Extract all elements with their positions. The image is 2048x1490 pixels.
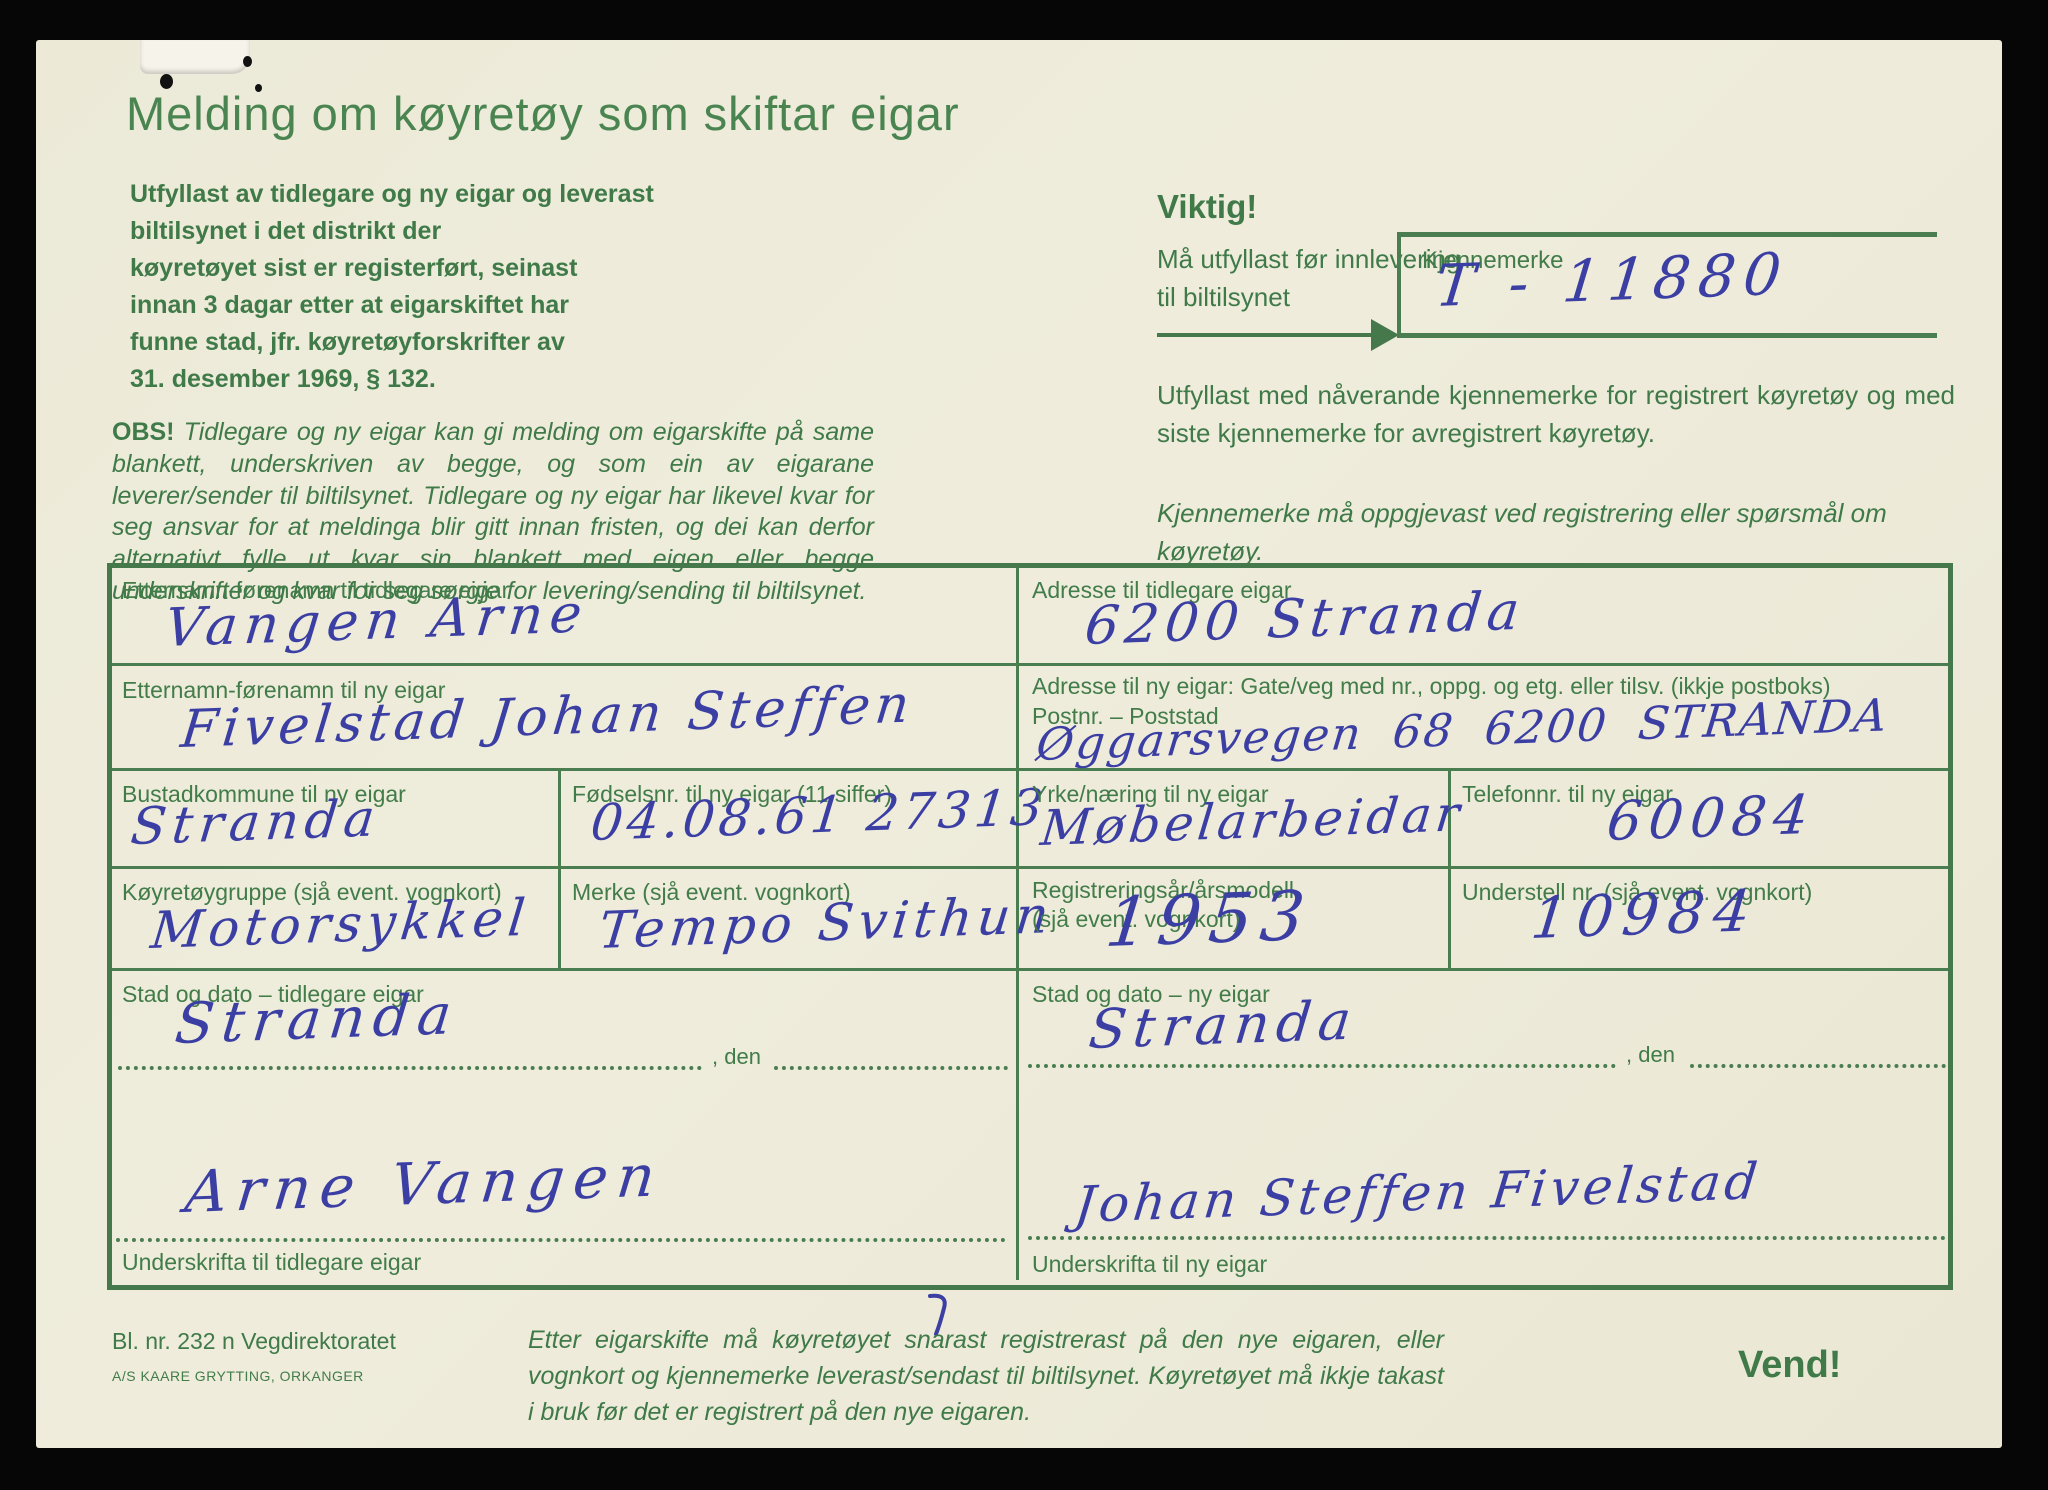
field-label-prev-owner-name: Etternamn-førenamn til tidlegare eigar — [122, 577, 510, 603]
intro-text: Utfyllast av tidlegare og ny eigar og le… — [130, 180, 654, 393]
field-label-place-date-new: Stad og dato – ny eigar — [1032, 981, 1270, 1007]
viktig-note: Må utfyllast før innlevering til biltils… — [1157, 244, 1460, 312]
den-label-new: , den — [1626, 1042, 1675, 1067]
signature-line-prev — [116, 1238, 1006, 1242]
field-value-municipality: Stranda — [128, 789, 384, 857]
field-label-prev-owner-address: Adresse til tidlegare eigar — [1032, 577, 1292, 603]
kjennemerke-value: T - 11880 — [1432, 239, 1793, 320]
arrow-line — [1157, 333, 1373, 337]
field-label-signature-new: Underskrifta til ny eigar — [1032, 1251, 1268, 1277]
field-label-reg-year: Registreringsår/årsmodell (sjå event. vo… — [1032, 877, 1295, 932]
field-label-birth-number: Fødselsnr. til ny eigar (11 siffer) — [572, 781, 892, 807]
signature-line-new — [1028, 1236, 1946, 1240]
table-row-divider — [112, 663, 1948, 666]
footer-notice: Etter eigarskifte må køyretøyet snarast … — [528, 1326, 1444, 1426]
kjennemerke-instructions: Utfyllast med nåverande kjennemerke for … — [1157, 380, 1955, 448]
field-label-signature-prev: Underskrifta til tidlegare eigar — [122, 1249, 422, 1275]
field-value-place-date-prev: Stranda — [172, 982, 463, 1057]
page-title: Melding om køyretøy som skiftar eigar — [126, 87, 960, 140]
place-line-prev — [118, 1066, 702, 1070]
table-column-divider — [1016, 568, 1019, 1280]
field-label-new-owner-name: Etternamn-førenamn til ny eigar — [122, 677, 446, 703]
field-label-occupation: Yrke/næring til ny eigar — [1032, 781, 1269, 807]
field-label-phone: Telefonnr. til ny eigar — [1462, 781, 1673, 807]
date-line-new — [1690, 1064, 1946, 1068]
obs-paragraph: OBS! Tidlegare og ny eigar kan gi meldin… — [112, 417, 874, 608]
kjennemerke-note: Kjennemerke må oppgjevast ved registreri… — [1157, 498, 1887, 566]
den-label-prev: , den — [712, 1044, 761, 1069]
field-value-reg-year: 1953 — [1102, 876, 1317, 963]
ink-blot — [255, 84, 262, 92]
paper-tear — [140, 40, 250, 74]
field-label-chassis-no: Understell nr. (sjå event. vognkort) — [1462, 879, 1813, 905]
obs-label: OBS! — [112, 418, 175, 446]
field-label-municipality: Bustadkommune til ny eigar — [122, 781, 406, 807]
field-label-new-owner-address-2: Postnr. – Poststad — [1032, 703, 1219, 729]
table-row-divider — [112, 866, 1948, 869]
stray-ink-mark — [928, 1293, 947, 1336]
obs-text: Tidlegare og ny eigar kan gi melding om … — [112, 418, 874, 605]
kjennemerke-box-left — [1397, 232, 1401, 338]
table-row-divider — [112, 768, 1948, 771]
table-column-divider — [558, 768, 561, 968]
viktig-heading: Viktig! — [1157, 188, 1258, 225]
form-number: Bl. nr. 232 n Vegdirektoratet — [112, 1328, 396, 1354]
form-table — [107, 563, 1953, 1290]
field-value-phone: 60084 — [1604, 782, 1819, 853]
arrow-right-icon — [1371, 319, 1399, 351]
printer-credit: A/S KAARE GRYTTING, ORKANGER — [112, 1368, 364, 1384]
field-label-vehicle-group: Køyretøygruppe (sjå event. vognkort) — [122, 879, 502, 905]
kjennemerke-box-top — [1397, 232, 1937, 237]
ink-blot — [160, 74, 173, 89]
field-value-place-date-new: Stranda — [1086, 988, 1362, 1061]
table-row-divider — [112, 968, 1948, 971]
kjennemerke-box-bottom — [1397, 333, 1937, 338]
turn-over-label: Vend! — [1738, 1344, 1842, 1386]
field-label-make: Merke (sjå event. vognkort) — [572, 879, 851, 905]
kjennemerke-label: Kjennemerke — [1422, 247, 1564, 274]
field-value-chassis-no: 10984 — [1528, 878, 1763, 952]
form-paper — [36, 40, 2002, 1448]
field-label-new-owner-address-1: Adresse til ny eigar: Gate/veg med nr., … — [1032, 673, 1831, 699]
ink-blot — [243, 56, 252, 67]
field-label-place-date-prev: Stad og dato – tidlegare eigar — [122, 981, 424, 1007]
table-column-divider — [1448, 768, 1451, 968]
place-line-new — [1028, 1064, 1616, 1068]
date-line-prev — [774, 1066, 1008, 1070]
